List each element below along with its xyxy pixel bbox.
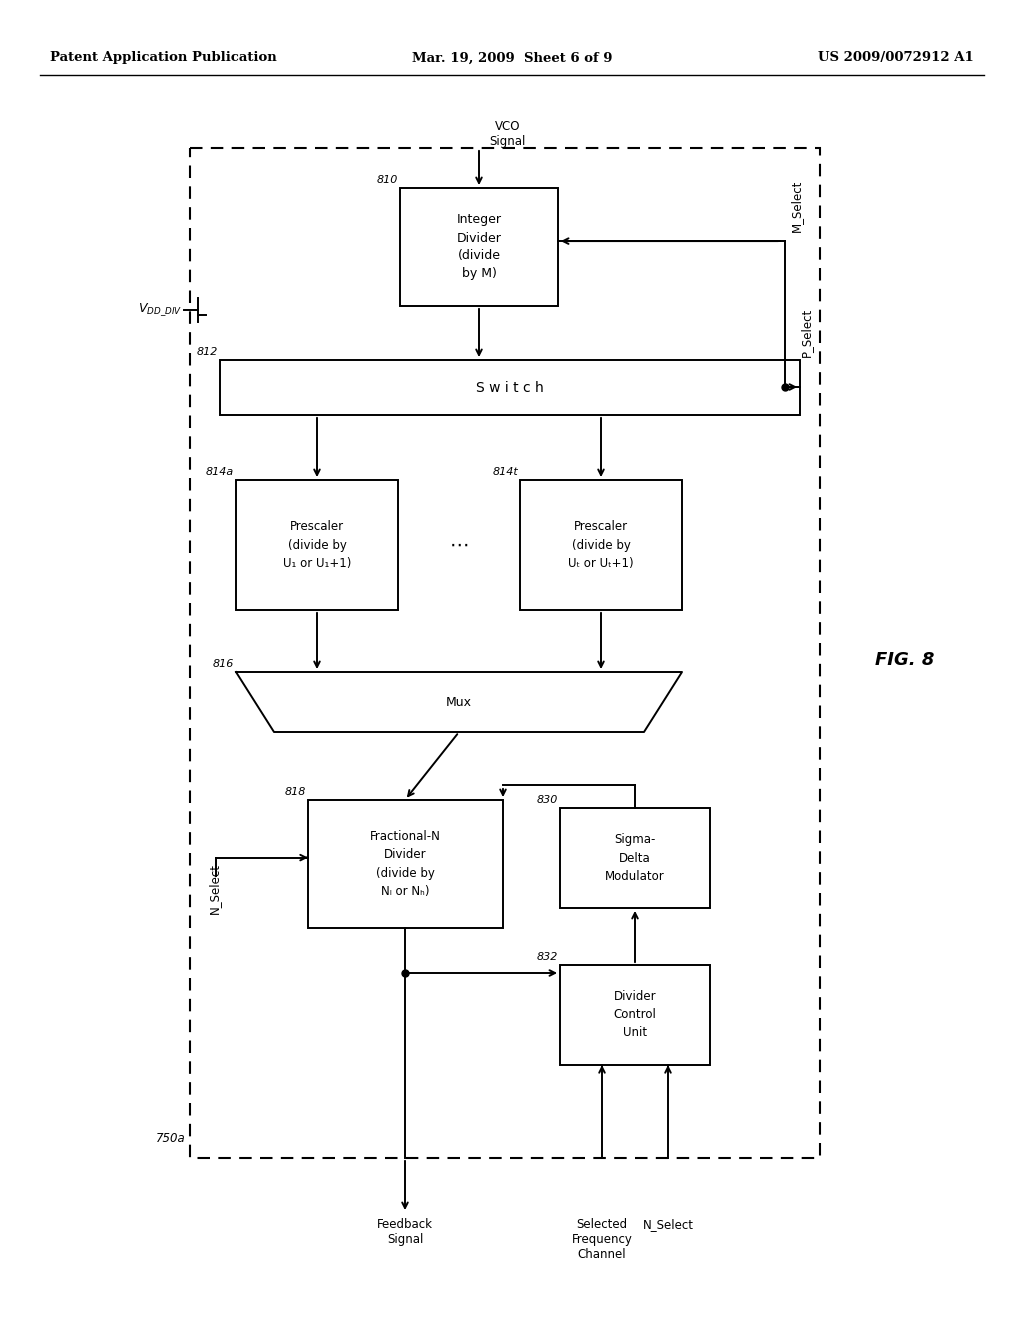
Text: Integer
Divider
(divide
by M): Integer Divider (divide by M) [457,214,502,281]
Text: P_Select: P_Select [800,308,813,356]
Text: N_Select: N_Select [642,1218,693,1232]
Bar [308,800,503,928]
Text: Mar. 19, 2009  Sheet 6 of 9: Mar. 19, 2009 Sheet 6 of 9 [412,51,612,65]
Text: N_Select: N_Select [208,862,221,913]
Text: 818: 818 [285,787,306,797]
Bar [520,480,682,610]
Text: US 2009/0072912 A1: US 2009/0072912 A1 [818,51,974,65]
Bar [190,148,820,1158]
Text: Mux: Mux [446,696,472,709]
Text: Selected
Frequency
Channel: Selected Frequency Channel [571,1218,633,1261]
Bar [400,187,558,306]
Polygon shape [236,672,682,733]
Text: Patent Application Publication: Patent Application Publication [50,51,276,65]
Bar [220,360,800,414]
Bar [560,808,710,908]
Text: $V_{DD\_DIV}$: $V_{DD\_DIV}$ [138,302,182,318]
Text: 814t: 814t [493,467,518,477]
Text: 832: 832 [537,952,558,962]
Text: ⋯: ⋯ [450,536,469,554]
Text: Prescaler
(divide by
Uₜ or Uₜ+1): Prescaler (divide by Uₜ or Uₜ+1) [568,520,634,569]
Text: 816: 816 [213,659,234,669]
Text: M_Select: M_Select [790,180,803,232]
Text: 750a: 750a [157,1131,186,1144]
Text: VCO
Signal: VCO Signal [489,120,525,148]
Bar [236,480,398,610]
Text: S w i t c h: S w i t c h [476,380,544,395]
Bar [560,965,710,1065]
Text: Sigma-
Delta
Modulator: Sigma- Delta Modulator [605,833,665,883]
Text: Feedback
Signal: Feedback Signal [377,1218,433,1246]
Text: Prescaler
(divide by
U₁ or U₁+1): Prescaler (divide by U₁ or U₁+1) [283,520,351,569]
Text: 814a: 814a [206,467,234,477]
Text: 812: 812 [197,347,218,356]
Text: 810: 810 [377,176,398,185]
Text: 830: 830 [537,795,558,805]
Text: Divider
Control
Unit: Divider Control Unit [613,990,656,1040]
Text: FIG. 8: FIG. 8 [876,651,935,669]
Text: Fractional-N
Divider
(divide by
Nₗ or Nₕ): Fractional-N Divider (divide by Nₗ or Nₕ… [370,830,441,898]
